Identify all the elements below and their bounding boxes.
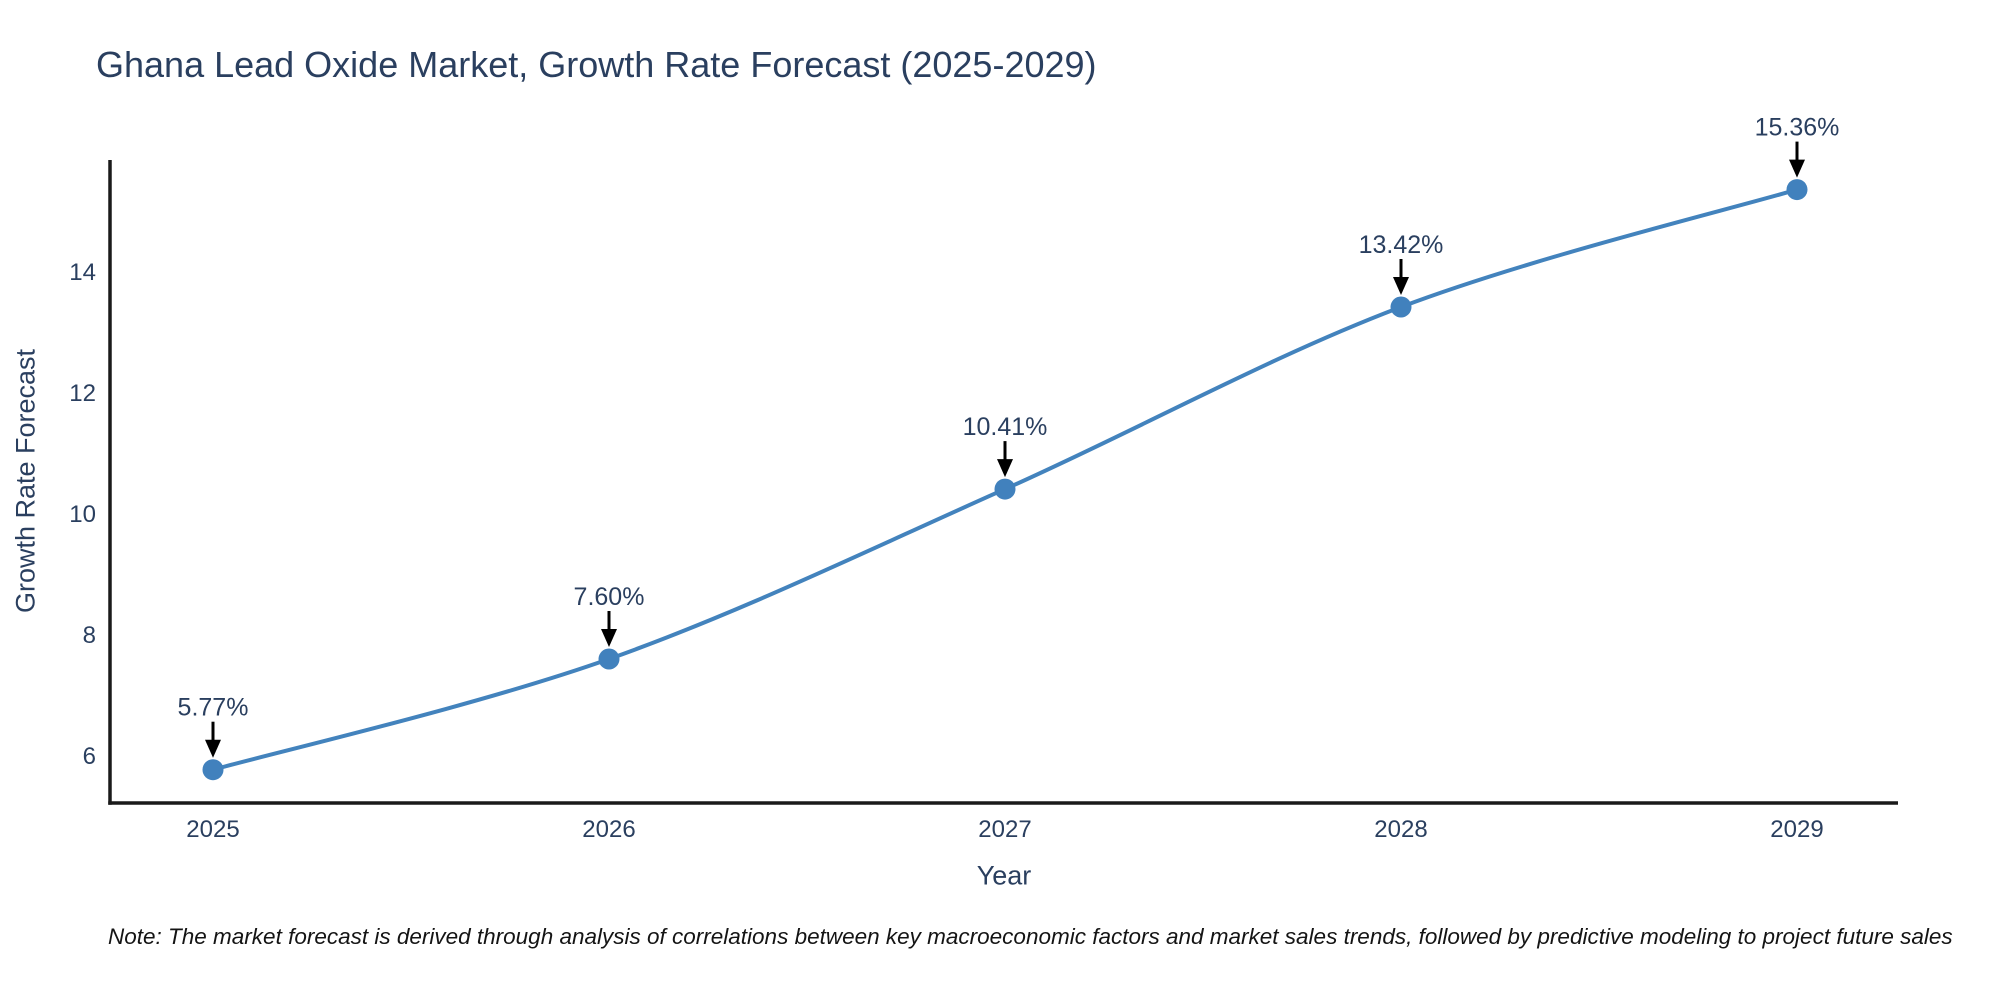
y-tick-label: 10 — [69, 501, 96, 528]
x-tick-label: 2028 — [1374, 816, 1427, 843]
data-point-2027[interactable] — [994, 478, 1016, 500]
y-axis-title: Growth Rate Forecast — [10, 348, 41, 614]
x-tick-label: 2027 — [978, 816, 1031, 843]
chart-title: Ghana Lead Oxide Market, Growth Rate For… — [96, 44, 1097, 85]
x-tick-label: 2026 — [582, 816, 635, 843]
annotation-label: 13.42% — [1359, 231, 1444, 259]
data-point-2025[interactable] — [202, 759, 224, 781]
x-axis-title: Year — [976, 860, 1032, 891]
data-point-2026[interactable] — [598, 648, 620, 670]
y-tick-label: 14 — [69, 259, 96, 286]
annotation-arrowhead — [1789, 159, 1805, 178]
y-tick-label: 8 — [83, 622, 96, 649]
data-point-2028[interactable] — [1390, 296, 1412, 318]
annotation-label: 10.41% — [963, 413, 1048, 441]
annotation-label: 7.60% — [574, 583, 645, 611]
y-tick-label: 6 — [83, 743, 96, 770]
data-point-2029[interactable] — [1786, 179, 1808, 201]
annotation-arrowhead — [205, 739, 221, 758]
x-tick-label: 2025 — [186, 816, 239, 843]
annotation-arrowhead — [601, 629, 617, 647]
annotation-arrowhead — [1393, 277, 1409, 295]
annotation-label: 15.36% — [1755, 114, 1840, 142]
annotation-label: 5.77% — [178, 694, 249, 722]
footnote: Note: The market forecast is derived thr… — [108, 924, 1953, 949]
x-tick-label: 2029 — [1770, 816, 1823, 843]
annotation-arrowhead — [997, 459, 1013, 478]
y-tick-label: 12 — [69, 380, 96, 407]
